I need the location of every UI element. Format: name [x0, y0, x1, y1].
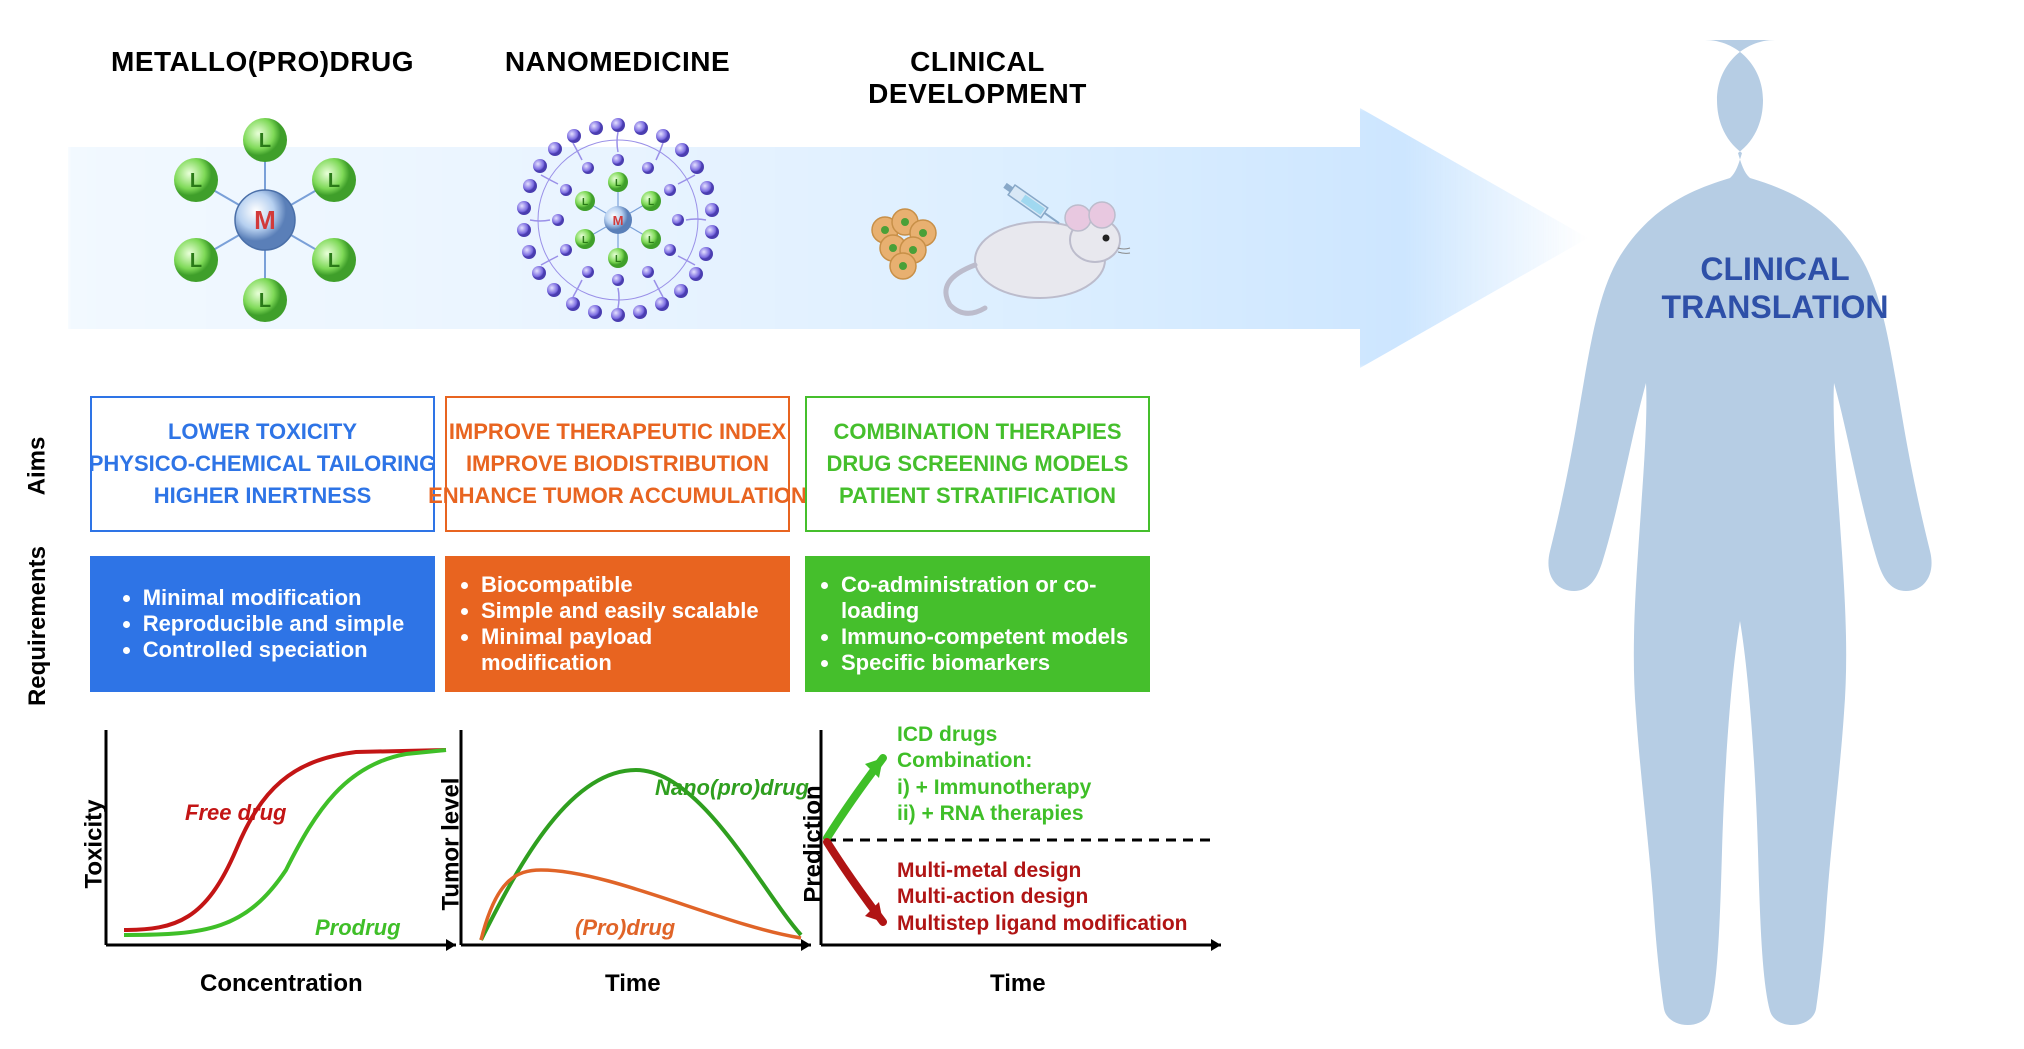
aims-item: PHYSICO-CHEMICAL TAILORING — [89, 451, 437, 477]
aims-box-nano: IMPROVE THERAPEUTIC INDEX IMPROVE BIODIS… — [445, 396, 790, 532]
req-box-metallo: Minimal modification Reproducible and si… — [90, 556, 435, 692]
svg-text:L: L — [615, 254, 621, 265]
legend-free-drug: Free drug — [185, 800, 286, 826]
metal-center-label: M — [254, 205, 276, 235]
svg-text:L: L — [582, 235, 588, 246]
req-box-nano: Biocompatible Simple and easily scalable… — [445, 556, 790, 692]
legend-nanoprodrug: Nano(pro)drug — [655, 775, 809, 801]
aims-box-metallo: LOWER TOXICITY PHYSICO-CHEMICAL TAILORIN… — [90, 396, 435, 532]
req-item: Reproducible and simple — [143, 611, 405, 637]
xlabel-time-2: Time — [605, 970, 661, 998]
human-silhouette-icon — [1540, 30, 2010, 1045]
svg-text:L: L — [582, 197, 588, 208]
req-item: Immuno-competent models — [841, 624, 1136, 650]
svg-text:L: L — [190, 170, 202, 192]
aims-item: DRUG SCREENING MODELS — [827, 451, 1129, 477]
req-item: Minimal modification — [143, 585, 405, 611]
aims-box-clinical: COMBINATION THERAPIES DRUG SCREENING MOD… — [805, 396, 1150, 532]
req-box-clinical: Co-administration or co-loading Immuno-c… — [805, 556, 1150, 692]
aims-item: IMPROVE BIODISTRIBUTION — [466, 451, 769, 477]
req-item: Specific biomarkers — [841, 650, 1136, 676]
col-header-clinical: CLINICAL DEVELOPMENT — [805, 46, 1150, 110]
svg-text:L: L — [190, 250, 202, 272]
xlabel-time-3: Time — [990, 970, 1046, 998]
aims-item: IMPROVE THERAPEUTIC INDEX — [449, 419, 786, 445]
req-item: Simple and easily scalable — [481, 598, 776, 624]
mouse-model-icon — [850, 150, 1150, 335]
chart-toxicity: Toxicity Concentration Free drug Prodrug — [90, 720, 470, 1000]
xlabel-concentration: Concentration — [200, 970, 363, 998]
aims-item: PATIENT STRATIFICATION — [839, 483, 1116, 509]
chart-tumor-level: Tumor level Time Nano(pro)drug (Pro)drug — [445, 720, 825, 1000]
ylabel-toxicity: Toxicity — [80, 800, 108, 889]
svg-text:L: L — [328, 170, 340, 192]
prediction-up-text: ICD drugs Combination: i) + Immunotherap… — [897, 722, 1091, 827]
svg-text:L: L — [328, 250, 340, 272]
infographic-canvas: METALLO(PRO)DRUG NANOMEDICINE CLINICAL D… — [0, 0, 2024, 1049]
liposome-icon: M L L L L L L — [508, 100, 728, 345]
svg-text:L: L — [259, 290, 271, 312]
req-item: Biocompatible — [481, 572, 776, 598]
svg-text:L: L — [648, 197, 654, 208]
req-item: Minimal payload modification — [481, 624, 776, 676]
legend-prodrug-pk: (Pro)drug — [575, 915, 675, 941]
req-item: Co-administration or co-loading — [841, 572, 1136, 624]
row-label-requirements: Requirements — [24, 546, 52, 706]
ylabel-prediction: Prediction — [800, 785, 828, 902]
clinical-translation-label: CLINICALTRANSLATION — [1640, 250, 1910, 327]
aims-item: ENHANCE TUMOR ACCUMULATION — [428, 483, 807, 509]
prediction-down-text: Multi-metal design Multi-action design M… — [897, 858, 1188, 937]
aims-item: HIGHER INERTNESS — [154, 483, 372, 509]
svg-text:M: M — [613, 213, 624, 228]
req-item: Controlled speciation — [143, 637, 405, 663]
legend-prodrug: Prodrug — [315, 915, 401, 941]
svg-text:L: L — [259, 130, 271, 152]
chart-prediction: Prediction Time ICD drugs Combination: i… — [805, 720, 1245, 1000]
svg-text:L: L — [615, 178, 621, 189]
metallo-complex-icon: M L L L L L L — [165, 110, 365, 335]
row-label-aims: Aims — [23, 437, 51, 496]
ylabel-tumor: Tumor level — [437, 778, 465, 911]
col-header-nano: NANOMEDICINE — [445, 46, 790, 78]
series-free-drug — [124, 750, 446, 930]
aims-item: LOWER TOXICITY — [168, 419, 357, 445]
aims-item: COMBINATION THERAPIES — [833, 419, 1121, 445]
svg-text:L: L — [648, 235, 654, 246]
col-header-metallo: METALLO(PRO)DRUG — [90, 46, 435, 78]
